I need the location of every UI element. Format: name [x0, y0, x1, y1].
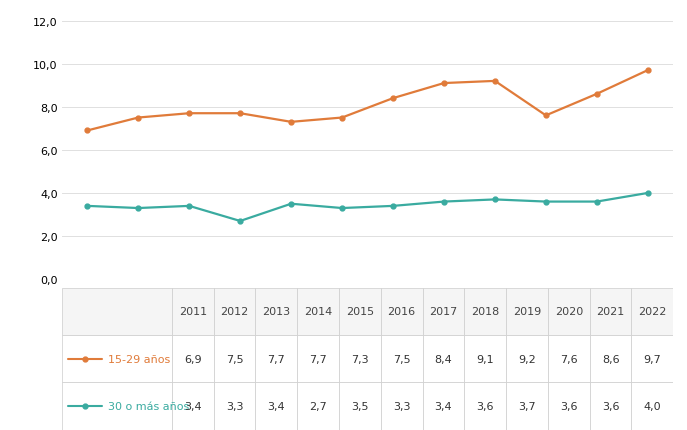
- FancyBboxPatch shape: [256, 288, 297, 335]
- FancyBboxPatch shape: [464, 288, 506, 335]
- FancyBboxPatch shape: [62, 288, 172, 335]
- Text: 2014: 2014: [304, 307, 333, 316]
- Text: 9,2: 9,2: [518, 354, 536, 364]
- Text: 8,6: 8,6: [602, 354, 620, 364]
- FancyBboxPatch shape: [172, 382, 214, 430]
- Text: 2013: 2013: [262, 307, 291, 316]
- FancyBboxPatch shape: [381, 335, 423, 382]
- FancyBboxPatch shape: [464, 335, 506, 382]
- Text: 8,4: 8,4: [435, 354, 452, 364]
- Text: 3,4: 3,4: [267, 401, 285, 411]
- FancyBboxPatch shape: [423, 288, 464, 335]
- FancyBboxPatch shape: [423, 335, 464, 382]
- Text: 9,1: 9,1: [476, 354, 494, 364]
- FancyBboxPatch shape: [339, 335, 381, 382]
- Text: 2020: 2020: [554, 307, 583, 316]
- FancyBboxPatch shape: [339, 288, 381, 335]
- FancyBboxPatch shape: [214, 335, 256, 382]
- FancyBboxPatch shape: [256, 335, 297, 382]
- Text: 2018: 2018: [471, 307, 499, 316]
- Text: 3,6: 3,6: [560, 401, 578, 411]
- Text: 2021: 2021: [596, 307, 624, 316]
- Text: 3,6: 3,6: [477, 401, 494, 411]
- FancyBboxPatch shape: [297, 382, 339, 430]
- Text: 2022: 2022: [638, 307, 666, 316]
- FancyBboxPatch shape: [339, 382, 381, 430]
- Text: 2011: 2011: [179, 307, 207, 316]
- FancyBboxPatch shape: [548, 382, 589, 430]
- Text: 15-29 años: 15-29 años: [108, 354, 170, 364]
- FancyBboxPatch shape: [548, 288, 589, 335]
- Text: 3,6: 3,6: [602, 401, 620, 411]
- FancyBboxPatch shape: [172, 335, 214, 382]
- FancyBboxPatch shape: [62, 335, 172, 382]
- FancyBboxPatch shape: [506, 288, 548, 335]
- FancyBboxPatch shape: [506, 335, 548, 382]
- Text: 2017: 2017: [429, 307, 458, 316]
- Text: 2012: 2012: [221, 307, 249, 316]
- FancyBboxPatch shape: [297, 335, 339, 382]
- Text: 3,3: 3,3: [393, 401, 410, 411]
- Text: 7,6: 7,6: [560, 354, 578, 364]
- FancyBboxPatch shape: [631, 288, 673, 335]
- Text: 7,5: 7,5: [393, 354, 411, 364]
- Text: 7,7: 7,7: [309, 354, 327, 364]
- FancyBboxPatch shape: [589, 335, 631, 382]
- Text: 2016: 2016: [387, 307, 416, 316]
- FancyBboxPatch shape: [423, 382, 464, 430]
- FancyBboxPatch shape: [631, 382, 673, 430]
- FancyBboxPatch shape: [214, 382, 256, 430]
- Text: 2,7: 2,7: [309, 401, 327, 411]
- Text: 4,0: 4,0: [644, 401, 661, 411]
- FancyBboxPatch shape: [297, 288, 339, 335]
- FancyBboxPatch shape: [214, 288, 256, 335]
- FancyBboxPatch shape: [548, 335, 589, 382]
- Text: 7,5: 7,5: [226, 354, 243, 364]
- Text: 30 o más años: 30 o más años: [108, 401, 189, 411]
- FancyBboxPatch shape: [464, 382, 506, 430]
- Text: 3,4: 3,4: [184, 401, 201, 411]
- FancyBboxPatch shape: [589, 288, 631, 335]
- Text: 3,3: 3,3: [226, 401, 243, 411]
- FancyBboxPatch shape: [256, 382, 297, 430]
- FancyBboxPatch shape: [506, 382, 548, 430]
- Text: 3,4: 3,4: [435, 401, 452, 411]
- FancyBboxPatch shape: [381, 288, 423, 335]
- Text: 3,5: 3,5: [351, 401, 369, 411]
- FancyBboxPatch shape: [381, 382, 423, 430]
- FancyBboxPatch shape: [172, 288, 214, 335]
- Text: 2019: 2019: [513, 307, 541, 316]
- FancyBboxPatch shape: [589, 382, 631, 430]
- Text: 6,9: 6,9: [184, 354, 201, 364]
- Text: 9,7: 9,7: [644, 354, 662, 364]
- Text: 7,7: 7,7: [267, 354, 285, 364]
- FancyBboxPatch shape: [631, 335, 673, 382]
- Text: 3,7: 3,7: [518, 401, 536, 411]
- Text: 7,3: 7,3: [351, 354, 369, 364]
- FancyBboxPatch shape: [62, 382, 172, 430]
- Text: 2015: 2015: [346, 307, 374, 316]
